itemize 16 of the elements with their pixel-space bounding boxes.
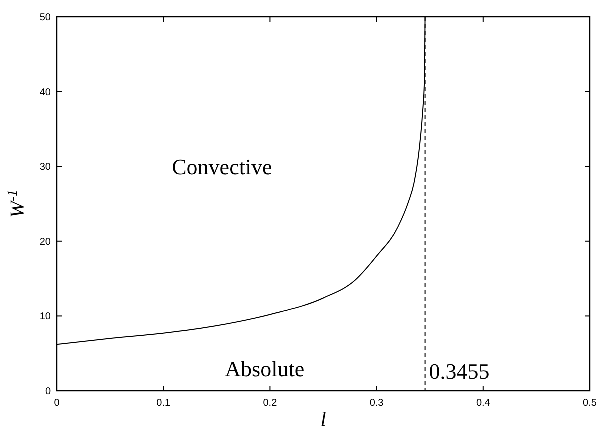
x-tick-label: 0.1 [156, 398, 171, 409]
x-tick-label: 0 [54, 398, 60, 409]
x-tick-label: 0.2 [263, 398, 278, 409]
y-tick-label: 40 [40, 87, 52, 98]
x-tick-label: 0.3 [370, 398, 384, 409]
y-tick-label: 30 [40, 162, 52, 174]
y-tick-label: 50 [40, 12, 52, 24]
annotation: Absolute [225, 356, 305, 382]
x-tick-label: 0.4 [476, 398, 491, 409]
annotation: Convective [172, 154, 272, 180]
y-tick-label: 20 [40, 236, 52, 248]
y-tick-label: 0 [45, 386, 52, 398]
x-tick-label: 0.5 [583, 398, 598, 409]
x-axis-title: l [320, 409, 327, 428]
ref-line-label: 0.3455 [429, 359, 490, 384]
y-tick-label: 10 [40, 312, 52, 323]
